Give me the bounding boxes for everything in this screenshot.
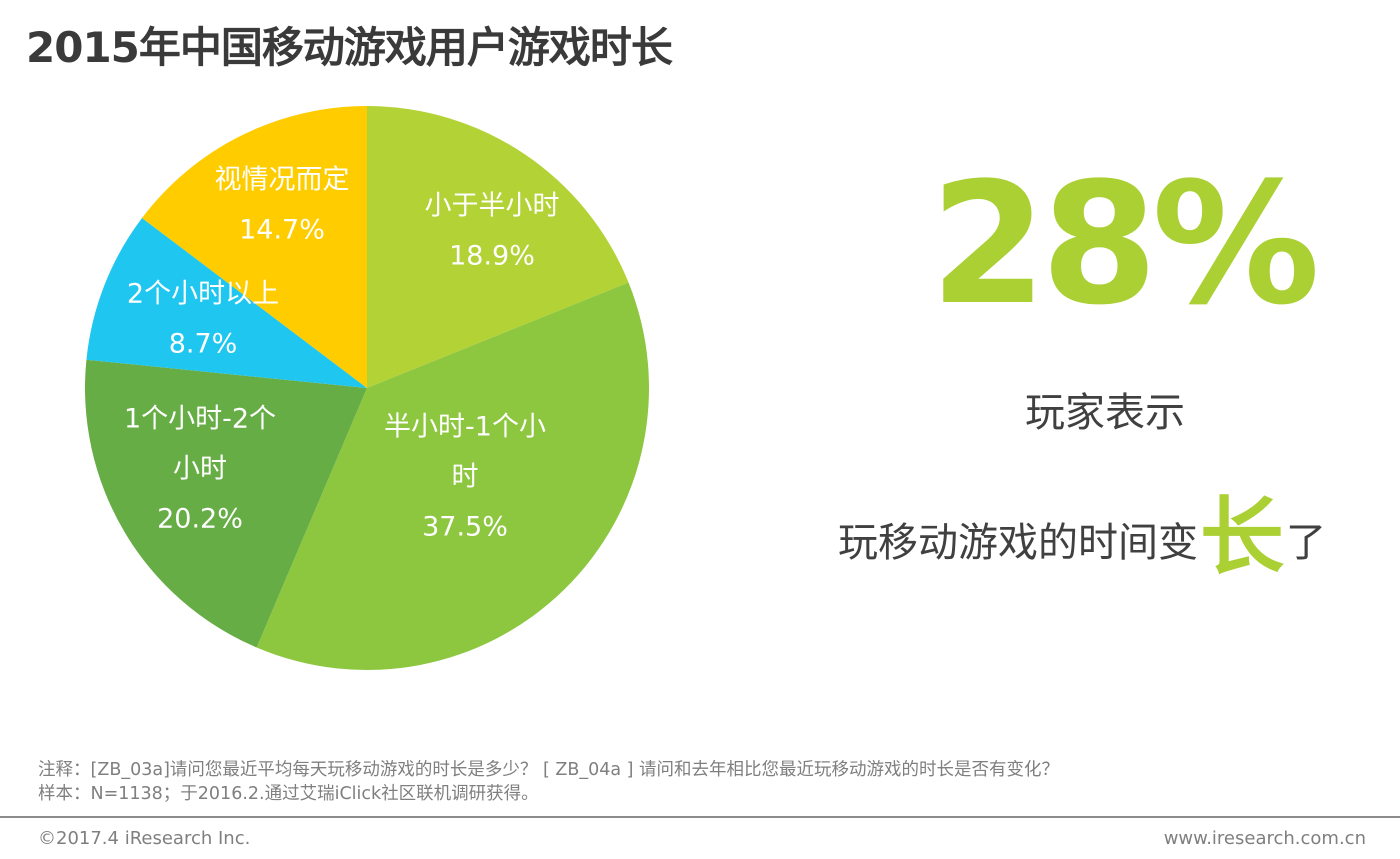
slice-category-label-1: 小于半小时 — [425, 191, 560, 222]
slice-value-label-2: 37.5% — [422, 512, 508, 543]
footer-divider — [0, 816, 1400, 818]
website-link[interactable]: www.iresearch.com.cn — [1163, 828, 1366, 849]
pie-chart: 小于半小时 18.9% 半小时-1个小时 37.5% 1个小时-2个小时 20.2% 2个小… — [85, 106, 649, 670]
slice-value-label-4: 8.7% — [169, 329, 238, 360]
slice-category-label-2: 时 — [452, 462, 479, 493]
highlight-line1: 玩家表示 — [1025, 390, 1185, 436]
pie-slice-2 — [256, 282, 649, 670]
footnote-sample: 样本：N=1138；于2016.2.通过艾瑞iClick社区联机调研获得。 — [38, 784, 539, 804]
slice-value-label-3: 20.2% — [157, 504, 243, 535]
slice-category-label-3: 1个小时-2个 — [124, 404, 276, 435]
pie-slice-4 — [86, 217, 367, 388]
pie-slice-5 — [142, 106, 367, 388]
copyright: ©2017.4 iResearch Inc. — [38, 828, 251, 849]
pie-slice-3 — [85, 359, 368, 648]
slice-category-label-4: 2个小时以上 — [127, 279, 279, 310]
slice-category-label-5: 视情况而定 — [215, 165, 350, 196]
page-title: 2015年中国移动游戏用户游戏时长 — [26, 23, 673, 72]
footnote-note: 注释：[ZB_03a]请问您最近平均每天玩移动游戏的时长是多少？ [ ZB_04… — [38, 760, 1060, 780]
slice-value-label-1: 18.9% — [449, 241, 535, 272]
highlight-line2-prefix: 玩移动游戏的时间变 — [838, 520, 1198, 566]
highlight-line2: 玩移动游戏的时间变长了 — [838, 470, 1326, 591]
highlight-line2-suffix: 了 — [1286, 520, 1327, 566]
highlight-emphasis-char: 长 — [1200, 488, 1285, 586]
slice-category-label-3: 小时 — [173, 454, 227, 485]
slice-category-label-2: 半小时-1个小 — [384, 412, 546, 443]
highlight-percent: 28% — [930, 146, 1320, 342]
footnote: 注释：[ZB_03a]请问您最近平均每天玩移动游戏的时长是多少？ [ ZB_04… — [38, 758, 1059, 806]
slice-value-label-5: 14.7% — [239, 215, 325, 246]
pie-slice-1 — [367, 106, 629, 388]
